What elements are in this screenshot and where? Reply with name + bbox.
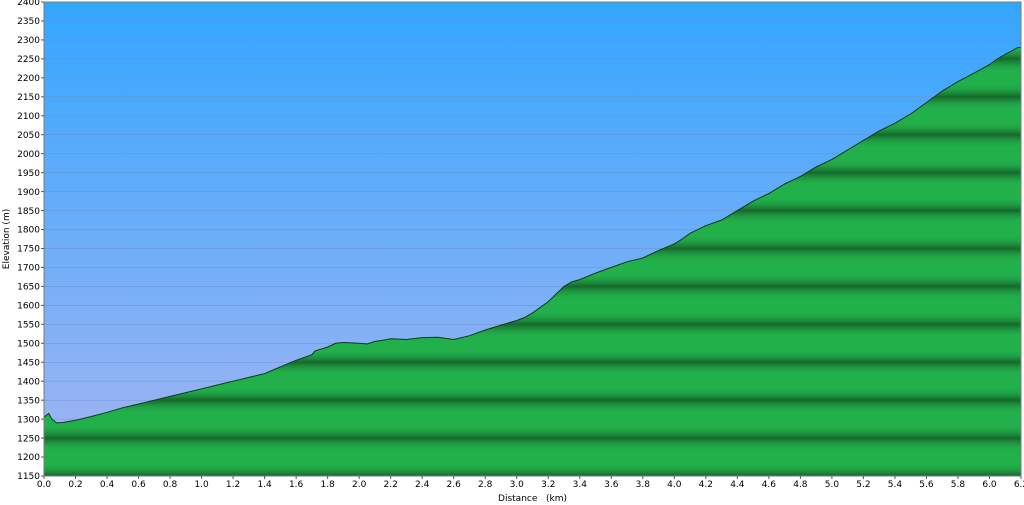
x-axis-title: Distance (km) [498, 494, 567, 504]
y-tick-label: 2200 [17, 74, 40, 84]
x-tick-label: 2.4 [415, 480, 430, 490]
x-tick-label: 4.2 [699, 480, 713, 490]
x-tick-label: 2.8 [478, 480, 493, 490]
x-tick-label: 1.8 [320, 480, 335, 490]
y-tick-label: 2150 [17, 93, 40, 103]
x-tick-label: 1.4 [257, 480, 272, 490]
x-tick-label: 4.8 [793, 480, 808, 490]
y-tick-label: 2300 [17, 36, 40, 46]
x-tick-label: 4.4 [730, 480, 745, 490]
x-tick-label: 0.6 [131, 480, 146, 490]
elevation-area [44, 47, 1021, 476]
x-tick-label: 6.0 [982, 480, 997, 490]
x-tick-label: 1.0 [194, 480, 209, 490]
x-tick-label: 2.2 [384, 480, 398, 490]
elevation-line [44, 47, 1021, 424]
y-tick-label: 1150 [17, 472, 40, 482]
y-tick-label: 1200 [17, 453, 40, 463]
x-tick-label: 4.6 [762, 480, 777, 490]
y-tick-label: 1550 [17, 321, 40, 331]
x-tick-label: 1.2 [226, 480, 240, 490]
x-tick-label: 4.0 [667, 480, 682, 490]
y-tick-label: 2350 [17, 17, 40, 27]
y-tick-label: 1750 [17, 245, 40, 255]
y-tick-label: 1350 [17, 396, 40, 406]
plot-frame [43, 1, 1022, 477]
y-tick-label: 1950 [17, 169, 40, 179]
x-tick-label: 5.8 [951, 480, 966, 490]
x-tick-label: 5.0 [825, 480, 840, 490]
y-tick-label: 1600 [17, 302, 40, 312]
x-tick-label: 5.4 [888, 480, 903, 490]
y-axis-ticks: 1150 1200 1250 1300 1350 1400 1450 1500 1550 1600… [17, 0, 44, 482]
x-tick-label: 0.4 [100, 480, 115, 490]
y-tick-label: 1700 [17, 264, 40, 274]
y-tick-label: 1400 [17, 377, 40, 387]
x-tick-label: 3.2 [541, 480, 555, 490]
y-tick-label: 2250 [17, 55, 40, 65]
y-tick-label: 1850 [17, 207, 40, 217]
series-layer [44, 47, 1021, 476]
x-tick-label: 2.6 [447, 480, 462, 490]
y-tick-label: 1800 [17, 226, 40, 236]
y-tick-label: 1450 [17, 358, 40, 368]
x-axis-ticks: 0.0 0.2 0.4 0.6 0.8 1.0 1.2 1.4 1.6 1.8 2.0 2.2 2.4 2… [37, 476, 1024, 490]
y-tick-label: 2000 [17, 150, 40, 160]
x-tick-label: 2.0 [352, 480, 367, 490]
y-tick-label: 2400 [17, 0, 40, 8]
y-tick-label: 1900 [17, 188, 40, 198]
x-tick-label: 6.2 [1014, 480, 1024, 490]
y-tick-label: 1500 [17, 339, 40, 349]
x-tick-label: 3.4 [573, 480, 588, 490]
x-tick-label: 3.6 [604, 480, 619, 490]
y-axis-title: Elevation (m) [2, 209, 12, 269]
x-tick-label: 3.8 [636, 480, 651, 490]
y-tick-label: 1250 [17, 434, 40, 444]
x-tick-label: 3.0 [510, 480, 525, 490]
y-tick-label: 2050 [17, 131, 40, 141]
y-tick-label: 1650 [17, 283, 40, 293]
y-tick-label: 1300 [17, 415, 40, 425]
x-tick-label: 5.6 [919, 480, 934, 490]
x-tick-label: 0.2 [68, 480, 82, 490]
x-tick-label: 0.0 [37, 480, 52, 490]
x-tick-label: 5.2 [856, 480, 870, 490]
x-tick-label: 1.6 [289, 480, 304, 490]
y-tick-label: 2100 [17, 112, 40, 122]
x-tick-label: 0.8 [163, 480, 178, 490]
